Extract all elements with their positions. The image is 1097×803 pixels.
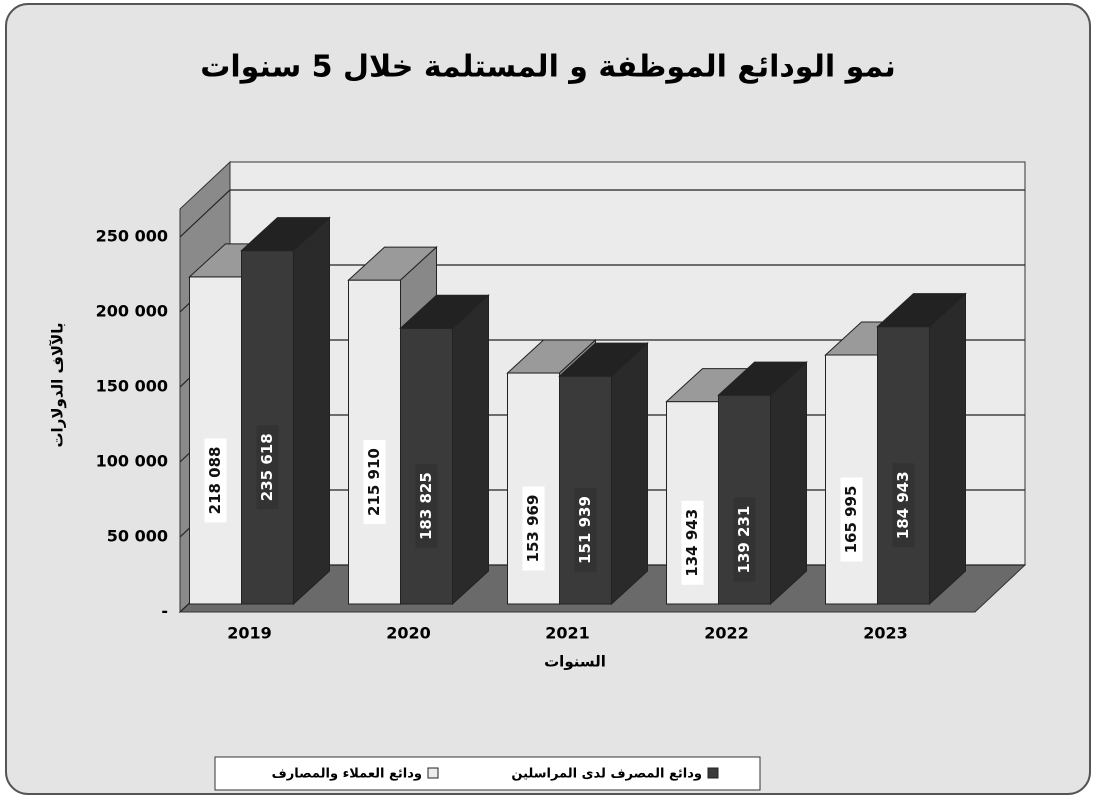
bar [876, 292, 967, 606]
legend-swatch [427, 767, 439, 779]
grid-line [179, 189, 1025, 238]
legend-box [214, 756, 761, 791]
value-label: 183 825 [417, 472, 435, 540]
bar-side [611, 341, 648, 606]
value-label-box [892, 463, 915, 548]
value-label: 153 969 [524, 495, 542, 563]
value-label: 134 943 [683, 509, 701, 577]
value-label: 235 618 [258, 433, 276, 501]
x-tick-label: 2021 [545, 624, 590, 643]
value-label: 218 088 [206, 447, 224, 515]
bar [558, 341, 649, 606]
value-label: 215 910 [365, 448, 383, 516]
y-tick-label: - [161, 602, 168, 621]
value-label-box [204, 438, 227, 523]
y-axis-label: بالآلاف الدولارات [49, 322, 67, 447]
x-tick-label: 2023 [863, 624, 908, 643]
bar-side [452, 294, 489, 606]
y-tick-label: 150 000 [96, 377, 168, 396]
value-label-box [363, 440, 386, 525]
value-label-box [415, 464, 438, 549]
bar-side [929, 292, 966, 606]
y-tick-label: 200 000 [96, 302, 168, 321]
legend-label: ودائع العملاء والمصارف [272, 767, 422, 782]
x-tick-label: 2019 [227, 624, 272, 643]
bar-side [770, 361, 807, 606]
x-tick-label: 2022 [704, 624, 749, 643]
legend-label: ودائع المصرف لدى المراسلين [511, 767, 702, 782]
bar-side [293, 216, 330, 606]
value-label: 139 231 [735, 506, 753, 574]
y-tick-label: 100 000 [96, 452, 168, 471]
x-axis-label: السنوات [544, 653, 606, 671]
value-label-box [733, 497, 756, 582]
y-tick-label: 50 000 [107, 527, 168, 546]
bar [240, 216, 331, 606]
value-label-box [840, 477, 863, 562]
y-tick-label: 250 000 [96, 227, 168, 246]
value-label-box [681, 500, 704, 585]
value-label-box [574, 488, 597, 573]
bar [399, 294, 490, 606]
x-tick-label: 2020 [386, 624, 431, 643]
value-label: 184 943 [894, 471, 912, 539]
legend-swatch [707, 767, 719, 779]
value-label-box [256, 425, 279, 510]
value-label-box [522, 486, 545, 571]
value-label: 165 995 [842, 486, 860, 554]
chart-title: نمو الودائع الموظفة و المستلمة خلال 5 سن… [200, 50, 896, 85]
value-label: 151 939 [576, 496, 594, 564]
bar [717, 361, 808, 606]
